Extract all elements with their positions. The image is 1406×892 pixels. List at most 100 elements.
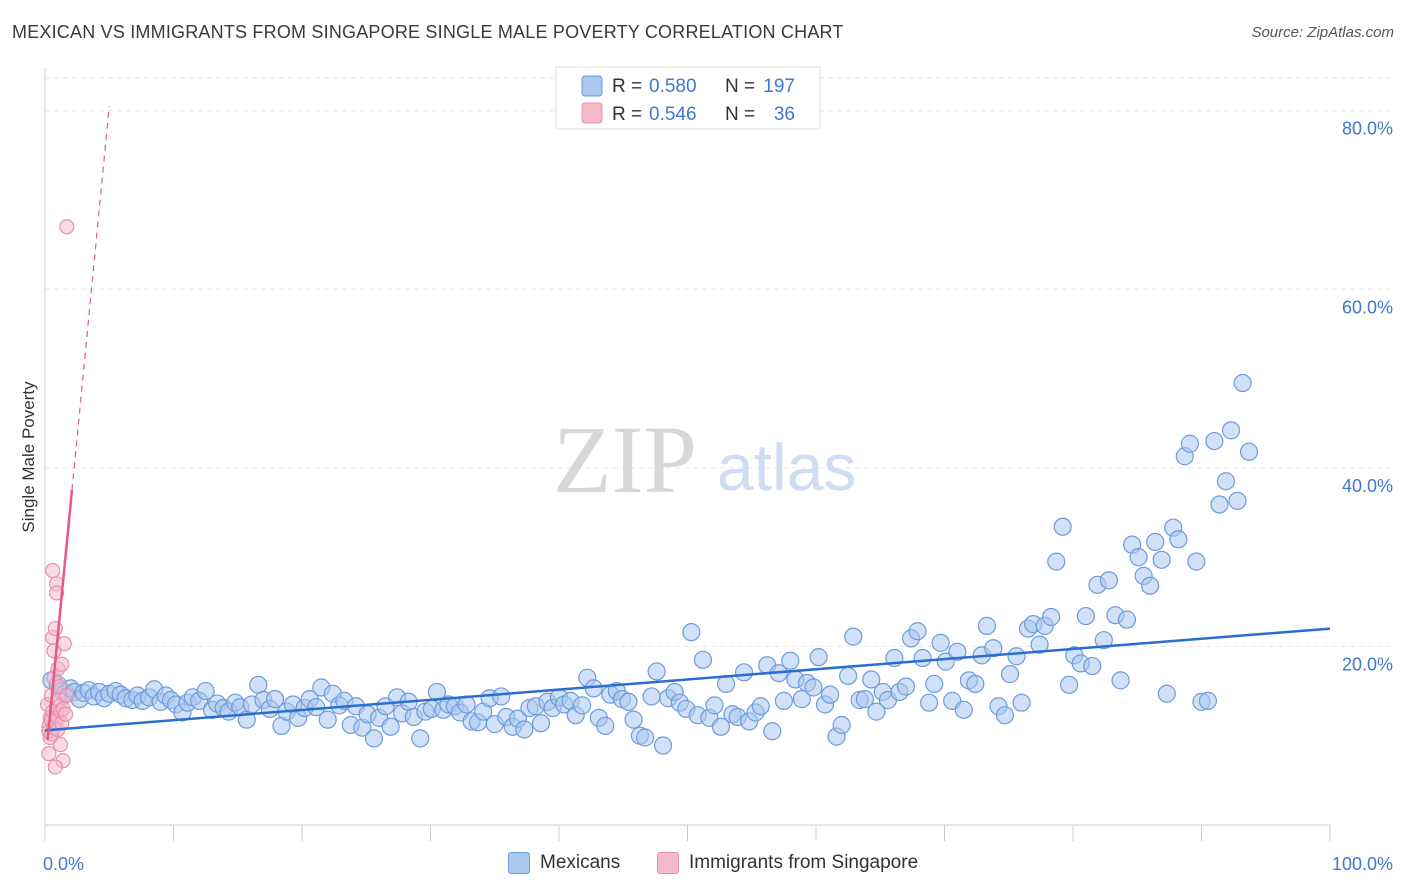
data-point-mexicans <box>896 677 916 696</box>
data-point-mexicans <box>1221 421 1241 440</box>
data-point-singapore <box>47 759 63 775</box>
data-point-mexicans <box>931 633 950 652</box>
x-tick-label: 100.0% <box>1332 854 1393 874</box>
data-point-mexicans <box>635 728 655 747</box>
data-point-singapore <box>56 636 72 652</box>
legend-item-singapore[interactable]: Immigrants from Singapore <box>657 852 918 874</box>
legend-pink-swatch <box>581 102 603 124</box>
data-point-mexicans <box>913 648 932 668</box>
data-point-mexicans <box>1117 610 1137 629</box>
data-point-mexicans <box>1157 684 1176 703</box>
legend-row1-r-label: R = <box>612 76 642 97</box>
data-point-mexicans <box>265 690 285 709</box>
data-point-mexicans <box>925 674 944 694</box>
legend-swatch-blue <box>508 852 530 874</box>
data-point-mexicans <box>1205 431 1224 451</box>
source-label: Source: ZipAtlas.com <box>1251 24 1394 41</box>
data-point-mexicans <box>381 717 400 736</box>
data-point-mexicans <box>832 715 851 735</box>
data-point-mexicans <box>624 710 643 729</box>
data-point-mexicans <box>693 650 713 669</box>
legend-item-mexicans[interactable]: Mexicans <box>508 852 620 874</box>
data-point-mexicans <box>984 639 1003 658</box>
trend-line-mexicans <box>44 627 1331 732</box>
data-point-mexicans <box>844 627 863 646</box>
data-point-mexicans <box>531 714 551 733</box>
data-point-mexicans <box>1007 647 1026 666</box>
data-point-mexicans <box>1030 635 1049 654</box>
watermark-zip: ZIP <box>553 406 697 513</box>
data-point-mexicans <box>1060 675 1079 694</box>
data-point-singapore <box>57 706 74 722</box>
trend-line-singapore-extension <box>71 106 110 491</box>
legend-blue-swatch <box>581 75 603 97</box>
data-point-mexicans <box>196 681 215 701</box>
data-point-singapore <box>59 687 75 704</box>
data-point-mexicans <box>966 674 985 694</box>
data-point-mexicans <box>936 652 955 671</box>
data-point-mexicans <box>682 623 701 642</box>
data-point-mexicans <box>804 678 823 697</box>
data-point-mexicans <box>653 736 673 755</box>
data-point-mexicans <box>411 729 430 748</box>
y-tick-label: 20.0% <box>1342 654 1393 674</box>
data-point-mexicans <box>781 651 800 670</box>
data-point-mexicans <box>954 700 973 719</box>
series-singapore <box>39 219 75 775</box>
data-point-mexicans <box>1210 495 1229 514</box>
data-point-mexicans <box>948 642 967 661</box>
y-tick-label: 60.0% <box>1342 297 1393 317</box>
data-point-mexicans <box>1187 552 1206 571</box>
legend-top: R = 0.580 N = 197 R = 0.546 N = 36 <box>555 66 821 130</box>
legend-row2-n-label: N = <box>725 104 755 125</box>
legend-row2-n-value: 36 <box>774 104 795 125</box>
trend-line-singapore <box>46 490 74 741</box>
data-point-mexicans <box>1140 576 1160 595</box>
data-point-mexicans <box>1083 656 1102 676</box>
data-point-mexicans <box>1111 671 1130 690</box>
data-point-mexicans <box>1228 491 1247 510</box>
legend-row1-r-value: 0.580 <box>649 76 697 97</box>
data-point-singapore <box>54 656 70 672</box>
data-point-mexicans <box>515 720 534 739</box>
data-point-mexicans <box>1146 532 1165 552</box>
data-point-mexicans <box>867 702 886 721</box>
data-point-mexicans <box>705 696 724 715</box>
data-point-mexicans <box>1076 606 1095 626</box>
data-point-mexicans <box>1012 693 1031 712</box>
data-point-mexicans <box>839 666 858 685</box>
tick-labels: 20.0% 40.0% 60.0% 80.0% 0.0% 100.0% <box>43 119 1393 874</box>
data-point-mexicans <box>596 716 615 735</box>
trend-lines <box>44 106 1331 741</box>
data-point-mexicans <box>1099 571 1119 590</box>
data-point-mexicans <box>995 706 1014 725</box>
data-point-mexicans <box>1239 442 1259 461</box>
legend-label-mexicans: Mexicans <box>540 852 621 873</box>
data-point-mexicans <box>573 696 592 715</box>
data-point-mexicans <box>619 692 638 711</box>
chart-title: MEXICAN VS IMMIGRANTS FROM SINGAPORE SIN… <box>12 22 844 42</box>
data-point-mexicans <box>1216 472 1236 491</box>
data-point-mexicans <box>492 687 511 706</box>
watermark: ZIP atlas <box>553 406 856 513</box>
y-tick-label: 40.0% <box>1342 476 1393 496</box>
data-point-mexicans <box>1042 607 1061 627</box>
data-point-mexicans <box>862 670 881 689</box>
data-point-mexicans <box>1152 550 1171 569</box>
data-point-mexicans <box>1169 530 1188 549</box>
data-point-mexicans <box>1198 691 1218 710</box>
data-point-singapore <box>41 745 57 762</box>
data-point-mexicans <box>1053 517 1072 536</box>
data-point-mexicans <box>751 697 770 716</box>
data-point-mexicans <box>318 710 337 729</box>
data-point-mexicans <box>1047 552 1066 571</box>
data-point-mexicans <box>821 685 840 704</box>
data-point-mexicans <box>647 662 666 681</box>
legend-label-singapore: Immigrants from Singapore <box>689 852 919 873</box>
data-point-mexicans <box>908 622 927 641</box>
data-point-mexicans <box>763 722 782 741</box>
data-point-mexicans <box>809 648 828 667</box>
legend-row2-r-value: 0.546 <box>649 104 697 125</box>
data-point-mexicans <box>1233 373 1252 393</box>
legend-row1-n-label: N = <box>725 76 755 97</box>
